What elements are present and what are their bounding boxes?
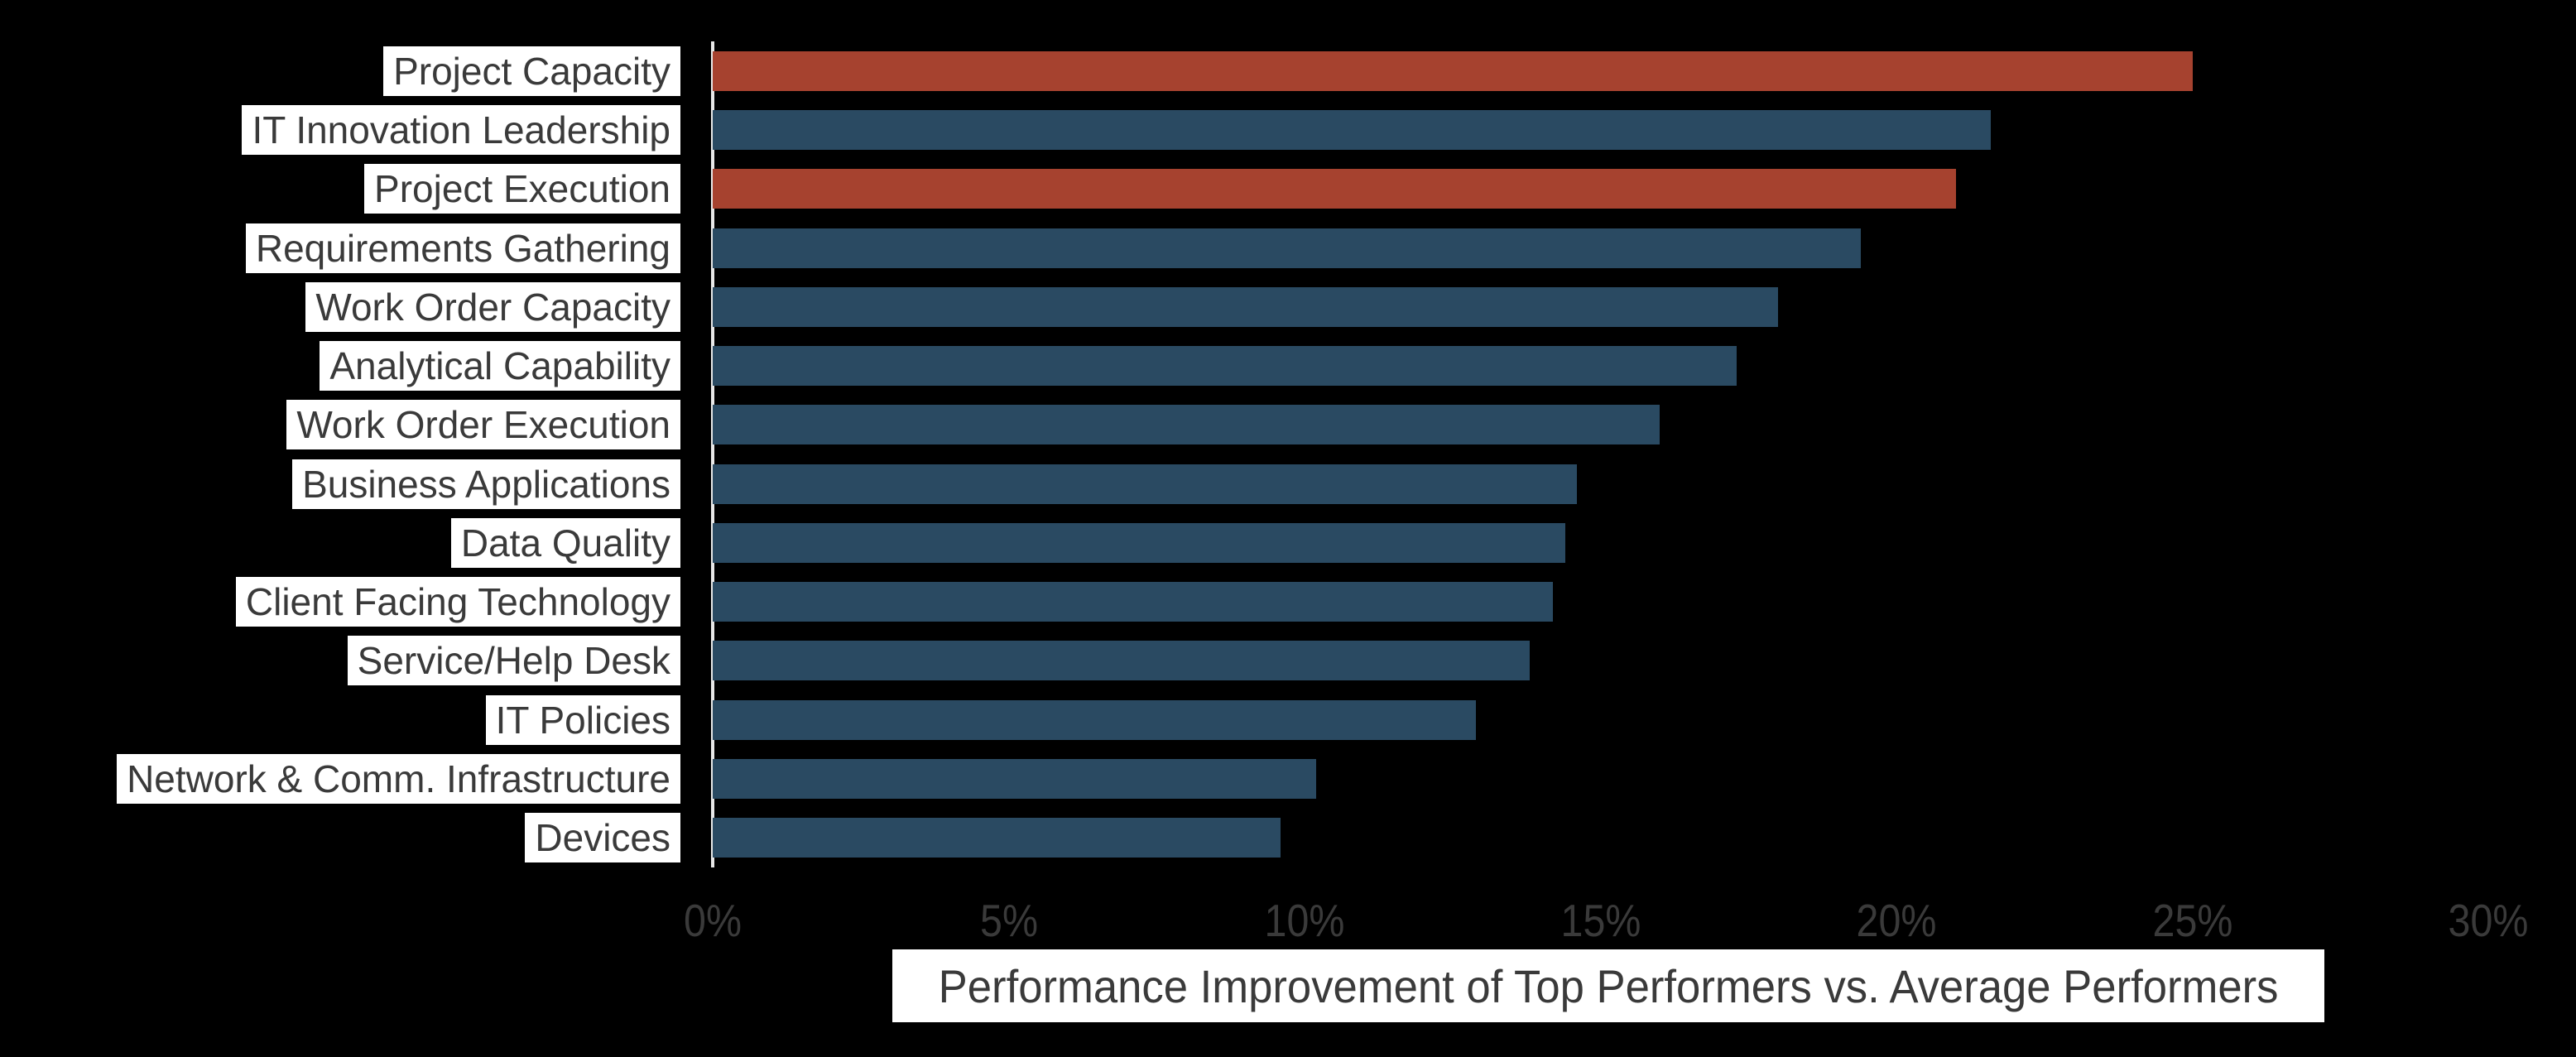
category-label-business-applications: Business Applications [292,459,680,509]
bar-project-execution [713,169,1956,209]
bar-devices [713,817,1281,858]
category-label-project-execution: Project Execution [364,164,680,214]
category-label-data-quality: Data Quality [450,517,680,568]
bar-business-applications [713,464,1577,504]
bar-network-comm-infrastructure [713,758,1317,799]
bar-project-capacity [713,51,2193,91]
bar-requirements-gathering [713,228,1862,268]
category-label-work-order-execution: Work Order Execution [286,400,680,450]
x-tick-5-percent: 5% [979,895,1038,946]
category-label-devices: Devices [525,812,680,862]
bar-work-order-execution [713,405,1660,445]
bar-data-quality [713,522,1565,563]
category-label-client-facing-technology: Client Facing Technology [235,577,680,627]
x-tick-30-percent: 30% [2448,895,2529,946]
category-label-network-comm-infrastructure: Network & Comm. Infrastructure [117,753,680,804]
bar-service-help-desk [713,641,1530,681]
x-tick-15-percent: 15% [1560,895,1641,946]
bar-it-policies [713,699,1477,740]
bar-client-facing-technology [713,582,1554,622]
category-label-project-capacity: Project Capacity [383,46,680,96]
x-axis-title-strip: Performance Improvement of Top Performer… [892,949,2324,1022]
category-label-requirements-gathering: Requirements Gathering [245,223,680,273]
x-tick-20-percent: 20% [1856,895,1937,946]
category-label-service-help-desk: Service/Help Desk [347,636,680,686]
x-axis-title: Performance Improvement of Top Performer… [938,959,2279,1012]
x-tick-0-percent: 0% [684,895,742,946]
category-label-it-policies: IT Policies [485,694,680,745]
category-label-it-innovation-leadership: IT Innovation Leadership [242,105,680,156]
category-label-work-order-capacity: Work Order Capacity [305,281,680,332]
x-tick-10-percent: 10% [1264,895,1345,946]
bar-analytical-capability [713,346,1737,387]
category-label-analytical-capability: Analytical Capability [320,341,680,392]
x-tick-25-percent: 25% [2152,895,2232,946]
bar-work-order-capacity [713,286,1778,327]
y-axis-line [711,41,714,867]
bar-it-innovation-leadership [713,110,1992,151]
